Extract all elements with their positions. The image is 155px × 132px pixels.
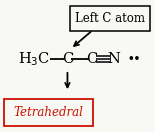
Text: N: N	[107, 52, 120, 66]
Text: H$_3$C: H$_3$C	[18, 50, 51, 68]
Text: Tetrahedral: Tetrahedral	[13, 106, 83, 119]
Text: ••: ••	[127, 54, 141, 64]
Text: C: C	[86, 52, 98, 66]
Text: Left C atom: Left C atom	[75, 12, 145, 25]
FancyBboxPatch shape	[4, 99, 93, 126]
FancyBboxPatch shape	[70, 6, 150, 31]
Text: C: C	[62, 52, 73, 66]
